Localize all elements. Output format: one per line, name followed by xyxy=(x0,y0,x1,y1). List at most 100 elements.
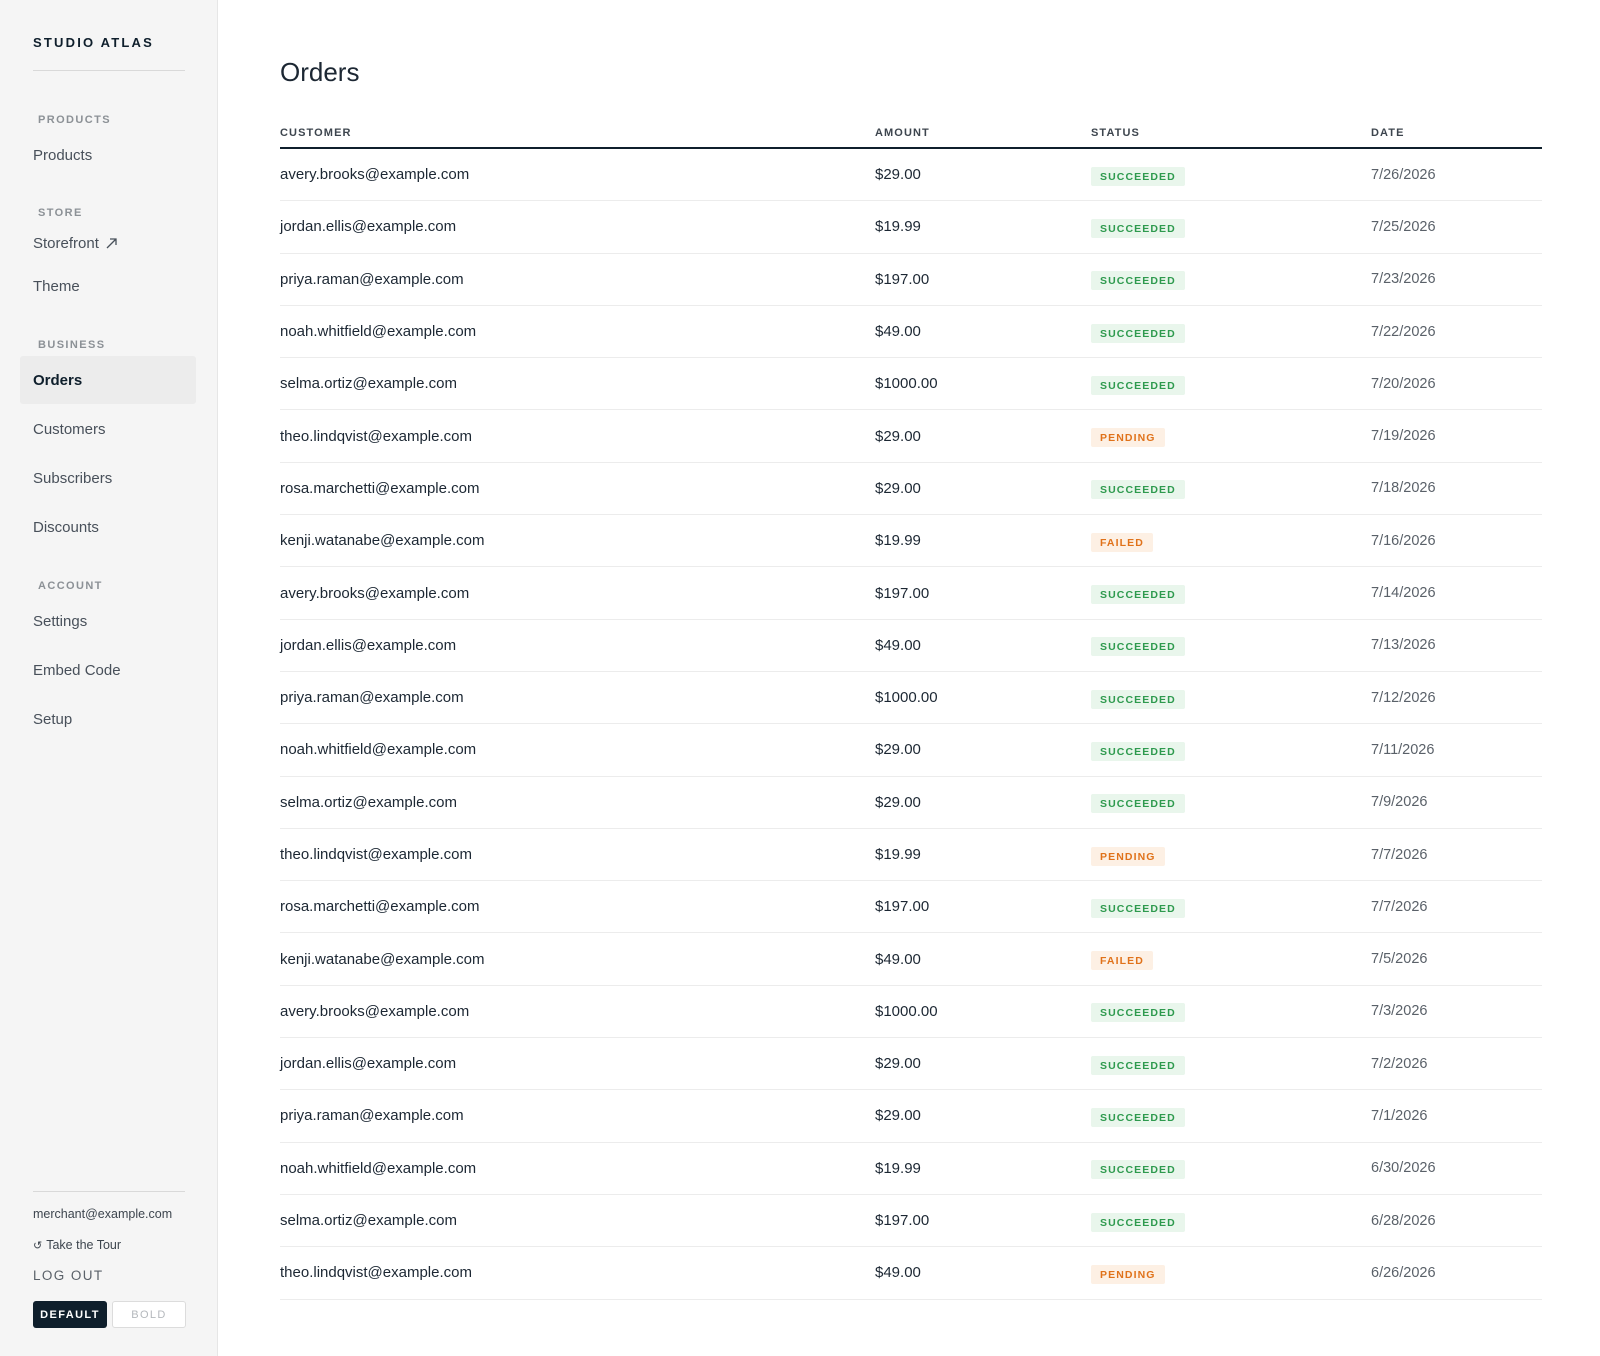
table-row[interactable]: avery.brooks@example.com $1000.00 SUCCEEDE… xyxy=(280,986,1542,1039)
order-date: 7/13/2026 xyxy=(1371,637,1436,654)
sidebar-item-orders[interactable]: Orders xyxy=(20,356,196,404)
order-date: 7/19/2026 xyxy=(1371,428,1436,445)
take-tour-link[interactable]: ↺ Take the Tour xyxy=(33,1238,121,1252)
sidebar-item-discounts[interactable]: Discounts xyxy=(20,503,196,551)
status-cell: PENDING xyxy=(1091,844,1371,866)
table-row[interactable]: theo.lindqvist@example.com $19.99 PENDING 7… xyxy=(280,829,1542,882)
table-row[interactable]: kenji.watanabe@example.com $49.00 FAILED 7/… xyxy=(280,933,1542,986)
sidebar-item-label: Products xyxy=(33,146,93,164)
brand-logo[interactable]: STUDIO ATLAS xyxy=(33,35,155,50)
table-row[interactable]: priya.raman@example.com $29.00 SUCCEEDED 7/… xyxy=(280,1090,1542,1143)
status-badge: SUCCEEDED xyxy=(1091,271,1185,291)
table-row[interactable]: selma.ortiz@example.com $1000.00 SUCCEEDED… xyxy=(280,358,1542,411)
sidebar-item-subscribers[interactable]: Subscribers xyxy=(20,454,196,502)
order-date: 7/3/2026 xyxy=(1371,1003,1428,1020)
footer-divider xyxy=(33,1191,185,1192)
sidebar-item-label: Subscribers xyxy=(33,469,113,487)
sidebar-item-embed-code[interactable]: Embed Code xyxy=(20,646,196,694)
order-date: 7/26/2026 xyxy=(1371,166,1436,183)
table-row[interactable]: theo.lindqvist@example.com $29.00 PENDING 7… xyxy=(280,410,1542,463)
sidebar-item-customers[interactable]: Customers xyxy=(20,405,196,453)
order-date: 7/9/2026 xyxy=(1371,794,1428,811)
status-badge: SUCCEEDED xyxy=(1091,375,1185,395)
table-row[interactable]: selma.ortiz@example.com $197.00 SUCCEEDED 6… xyxy=(280,1195,1542,1248)
order-amount: $49.00 xyxy=(875,636,921,654)
status-cell: SUCCEEDED xyxy=(1091,1053,1371,1075)
customer-email: kenji.watanabe@example.com xyxy=(280,950,485,968)
table-row[interactable]: jordan.ellis@example.com $29.00 SUCCEEDED 7… xyxy=(280,1038,1542,1091)
customer-email: noah.whitfield@example.com xyxy=(280,741,477,759)
sidebar-item-label: Storefront xyxy=(33,234,99,252)
customer-email: rosa.marchetti@example.com xyxy=(280,898,480,916)
sidebar-item-label: Discounts xyxy=(33,518,99,536)
status-cell: SUCCEEDED xyxy=(1091,582,1371,605)
table-row[interactable]: noah.whitfield@example.com $49.00 SUCCEEDE… xyxy=(280,306,1542,359)
status-cell: SUCCEEDED xyxy=(1091,687,1371,709)
status-cell: SUCCEEDED xyxy=(1091,739,1371,761)
order-amount: $29.00 xyxy=(875,479,921,497)
logout-link[interactable]: LOG OUT xyxy=(33,1268,104,1283)
status-cell: SUCCEEDED xyxy=(1091,373,1371,395)
table-row[interactable]: priya.raman@example.com $197.00 SUCCEEDED 7… xyxy=(280,254,1542,306)
status-badge: PENDING xyxy=(1091,428,1165,448)
status-badge: PENDING xyxy=(1091,1264,1165,1284)
status-cell: FAILED xyxy=(1091,948,1371,971)
order-amount: $29.00 xyxy=(875,1107,921,1125)
table-body: avery.brooks@example.com $29.00 SUCCEEDED 7… xyxy=(280,149,1542,1300)
sidebar-item-settings[interactable]: Settings xyxy=(20,597,196,645)
table-row[interactable]: selma.ortiz@example.com $29.00 SUCCEEDED 7/… xyxy=(280,777,1542,829)
customer-email: jordan.ellis@example.com xyxy=(280,218,457,236)
sidebar-item-theme[interactable]: Theme xyxy=(20,262,196,310)
order-amount: $19.99 xyxy=(875,218,921,236)
table-row[interactable]: rosa.marchetti@example.com $197.00 SUCCEED… xyxy=(280,881,1542,934)
order-amount: $1000.00 xyxy=(875,689,938,707)
order-amount: $29.00 xyxy=(875,427,921,445)
column-header-customer[interactable]: CUSTOMER xyxy=(280,126,352,139)
order-date: 7/12/2026 xyxy=(1371,689,1436,706)
status-cell: SUCCEEDED xyxy=(1091,321,1371,343)
column-header-date[interactable]: DATE xyxy=(1371,126,1405,139)
status-badge: SUCCEEDED xyxy=(1091,689,1185,709)
theme-bold-button[interactable]: BOLD xyxy=(112,1301,186,1328)
customer-email: theo.lindqvist@example.com xyxy=(280,427,472,445)
customer-email: priya.raman@example.com xyxy=(280,1107,464,1125)
customer-email: theo.lindqvist@example.com xyxy=(280,1264,472,1282)
status-cell: SUCCEEDED xyxy=(1091,216,1371,238)
order-date: 7/2/2026 xyxy=(1371,1055,1428,1072)
column-header-amount[interactable]: AMOUNT xyxy=(875,126,930,139)
status-badge: SUCCEEDED xyxy=(1091,166,1185,186)
order-date: 7/25/2026 xyxy=(1371,218,1436,235)
table-row[interactable]: rosa.marchetti@example.com $29.00 SUCCEEDE… xyxy=(280,463,1542,516)
sidebar-item-products[interactable]: Products xyxy=(20,131,196,179)
order-date: 7/5/2026 xyxy=(1371,951,1428,968)
customer-email: priya.raman@example.com xyxy=(280,689,464,707)
status-cell: SUCCEEDED xyxy=(1091,896,1371,918)
merchant-email: merchant@example.com xyxy=(33,1207,173,1221)
customer-email: jordan.ellis@example.com xyxy=(280,1055,457,1073)
status-badge: SUCCEEDED xyxy=(1091,1055,1185,1075)
table-row[interactable]: jordan.ellis@example.com $19.99 SUCCEEDED 7… xyxy=(280,201,1542,254)
order-amount: $29.00 xyxy=(875,793,921,811)
table-row[interactable]: kenji.watanabe@example.com $19.99 FAILED 7/… xyxy=(280,515,1542,568)
table-row[interactable]: avery.brooks@example.com $197.00 SUCCEEDED… xyxy=(280,567,1542,620)
status-badge: SUCCEEDED xyxy=(1091,741,1185,761)
table-row[interactable]: noah.whitfield@example.com $19.99 SUCCEEDE… xyxy=(280,1143,1542,1195)
customer-email: avery.brooks@example.com xyxy=(280,166,470,184)
column-header-status[interactable]: STATUS xyxy=(1091,126,1140,139)
sidebar-item-label: Settings xyxy=(33,612,88,630)
order-date: 6/30/2026 xyxy=(1371,1160,1436,1177)
theme-toggle: DEFAULT BOLD xyxy=(33,1301,186,1328)
sidebar-item-setup[interactable]: Setup xyxy=(20,695,196,743)
sidebar-item-storefront[interactable]: Storefront xyxy=(20,219,196,267)
table-row[interactable]: priya.raman@example.com $1000.00 SUCCEEDED… xyxy=(280,672,1542,725)
table-row[interactable]: theo.lindqvist@example.com $49.00 PENDING 6… xyxy=(280,1247,1542,1300)
refresh-icon: ↺ xyxy=(33,1239,43,1252)
table-row[interactable]: avery.brooks@example.com $29.00 SUCCEEDED 7… xyxy=(280,149,1542,202)
customer-email: theo.lindqvist@example.com xyxy=(280,846,472,863)
table-row[interactable]: jordan.ellis@example.com $49.00 SUCCEEDED 7… xyxy=(280,620,1542,672)
order-amount: $29.00 xyxy=(875,1055,921,1073)
table-row[interactable]: noah.whitfield@example.com $29.00 SUCCEEDE… xyxy=(280,724,1542,777)
theme-default-button[interactable]: DEFAULT xyxy=(33,1301,107,1328)
status-badge: SUCCEEDED xyxy=(1091,480,1185,500)
order-amount: $49.00 xyxy=(875,323,921,341)
